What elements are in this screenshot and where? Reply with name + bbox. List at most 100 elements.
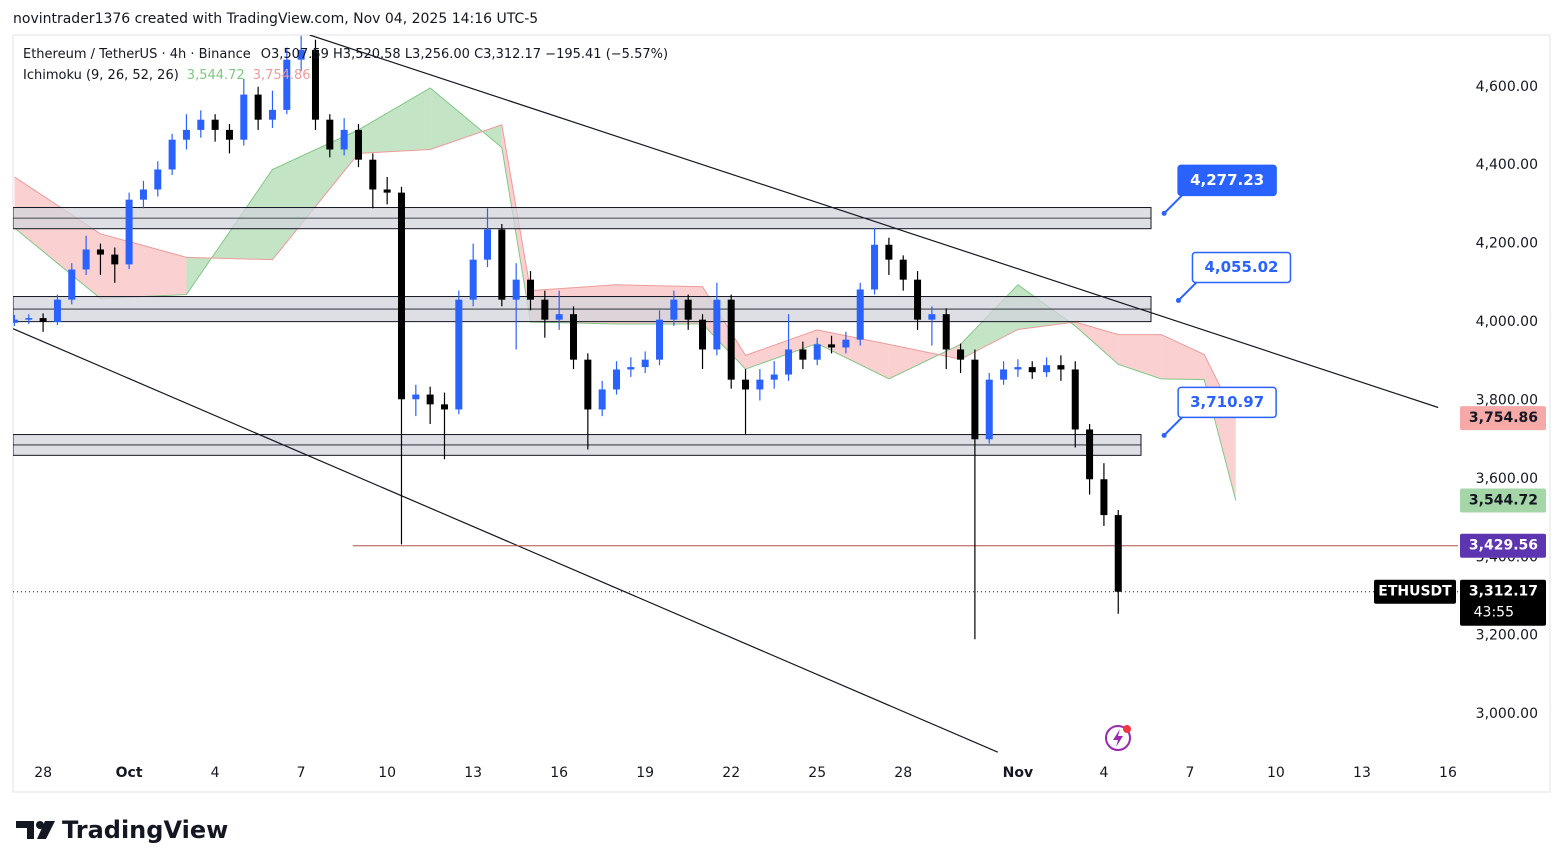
trendline [309, 35, 1439, 409]
candle-body [154, 169, 162, 190]
candle-body [570, 314, 578, 360]
chart-pane [12, 34, 1551, 793]
y-tick-label: 3,000.00 [1476, 706, 1538, 722]
countdown: 43:55 [1474, 605, 1514, 621]
indicator-name: Ichimoku (9, 26, 52, 26) [23, 68, 179, 83]
x-tick-label: Nov [1003, 765, 1033, 781]
candle-body [125, 199, 133, 265]
x-tick-label: 16 [550, 765, 568, 781]
price-tag-label: 3,544.72 [1469, 493, 1538, 509]
span-a-label: 3,544.72 [187, 68, 245, 83]
candle-body [713, 299, 721, 350]
candle-body [527, 279, 535, 300]
candle-body [799, 349, 807, 360]
y-tick-label: 4,200.00 [1476, 236, 1538, 252]
candle-body [1071, 369, 1079, 430]
x-tick-label: 7 [1185, 765, 1194, 781]
x-tick-label: 22 [722, 765, 740, 781]
y-tick-label: 4,400.00 [1476, 157, 1538, 173]
candle-body [354, 129, 362, 160]
candle-body [1057, 365, 1065, 370]
annotation-label: 4,055.02 [1204, 258, 1278, 276]
y-tick-label: 4,600.00 [1476, 79, 1538, 95]
candle-body [1014, 367, 1022, 370]
y-tick-label: 4,000.00 [1476, 314, 1538, 330]
candle-body [670, 299, 678, 320]
candle-body [627, 367, 635, 370]
y-tick-label: 3,200.00 [1476, 628, 1538, 644]
x-tick-label: 13 [464, 765, 482, 781]
price-tag [1460, 533, 1546, 558]
candle-body [440, 404, 448, 410]
candle-body [942, 314, 950, 350]
x-tick-label: Oct [116, 765, 143, 781]
span-a-line [14, 87, 1237, 501]
ohlc-line: O3,507.59 H3,520.58 L3,256.00 C3,312.17 … [261, 47, 668, 62]
cloud-segment [1161, 334, 1205, 380]
annotation-label: 3,710.97 [1190, 393, 1264, 411]
candle-body [369, 159, 377, 190]
candle-body [469, 259, 477, 300]
candle-body [684, 299, 692, 320]
annotation-label: 4,277.23 [1190, 171, 1264, 189]
cloud-segment [745, 329, 818, 370]
annotation-pointer [1177, 279, 1200, 302]
candle-body [412, 394, 420, 400]
annotation-pointer [1163, 414, 1185, 437]
candle-body [641, 359, 649, 368]
candle-body [197, 119, 205, 130]
annotation-dot [1161, 432, 1167, 438]
alert-icon [1105, 725, 1131, 751]
y-tick-label: 3,600.00 [1476, 471, 1538, 487]
candle-body [39, 318, 47, 323]
candle-body [326, 119, 334, 150]
candle-body [182, 129, 190, 140]
x-tick-label: 10 [378, 765, 396, 781]
symbol-tag [1374, 579, 1456, 604]
candle-body [426, 394, 434, 405]
x-tick-label: 4 [1099, 765, 1108, 781]
candle-body [957, 349, 965, 360]
candle-body [699, 319, 707, 350]
candle-body [225, 129, 233, 140]
candle-body [656, 319, 664, 360]
candle-body [770, 374, 778, 380]
price-tag [1460, 579, 1546, 626]
candle-body [512, 279, 520, 300]
candle-body [813, 344, 821, 360]
candle-body [311, 49, 319, 120]
candle-body [498, 229, 506, 300]
candle-body [96, 249, 104, 255]
indicator-line: Ichimoku (9, 26, 52, 26) 3,544.72 3,754.86 [23, 68, 311, 83]
candle-body [1028, 367, 1036, 373]
candle-body [25, 318, 33, 320]
candle-body [340, 129, 348, 150]
candle-body [727, 299, 735, 380]
annotation-dot [1161, 210, 1167, 216]
price-tag-label: 3,312.17 [1469, 584, 1538, 600]
candle-body [885, 244, 893, 260]
candle-body [928, 314, 936, 320]
annotation-box [1191, 251, 1292, 284]
symbol-label: ETHUSDT [1378, 584, 1452, 600]
candle-body [13, 319, 18, 323]
candle-body [283, 59, 291, 110]
annotation-pointer [1163, 192, 1185, 215]
candle-body [828, 344, 836, 348]
brand: TradingView [62, 816, 228, 844]
legend-line: Ethereum / TetherUS · 4h · Binance O3,507… [23, 47, 668, 62]
candle-body [584, 359, 592, 410]
price-tag [1460, 406, 1546, 431]
candle-body [455, 299, 463, 410]
x-tick-label: 25 [808, 765, 826, 781]
candle-body [397, 192, 405, 400]
candle-body [842, 339, 850, 348]
candle-body [240, 94, 248, 140]
candle-body [82, 249, 90, 270]
plot-area [13, 35, 1458, 753]
span-b-label: 3,754.86 [253, 68, 311, 83]
candle-body [856, 289, 864, 340]
candle-body [1000, 369, 1008, 380]
